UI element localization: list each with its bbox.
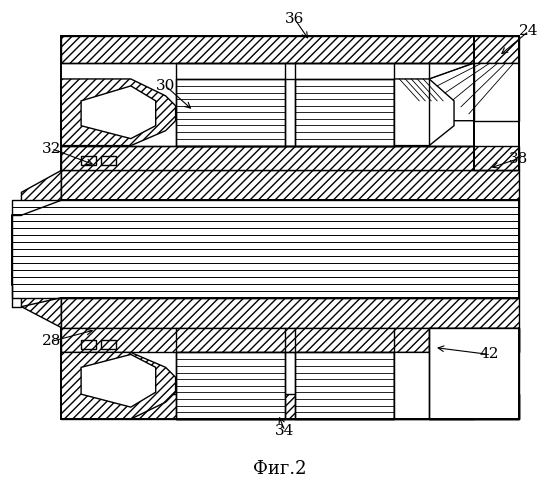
Polygon shape (81, 156, 96, 166)
Text: 32: 32 (41, 142, 61, 156)
Text: 36: 36 (285, 12, 305, 26)
Polygon shape (429, 328, 519, 419)
Polygon shape (61, 36, 519, 63)
Polygon shape (429, 328, 519, 352)
Polygon shape (295, 352, 394, 419)
Text: 30: 30 (156, 79, 175, 93)
Text: 34: 34 (276, 424, 295, 438)
Polygon shape (101, 156, 116, 166)
Polygon shape (295, 79, 394, 146)
Text: 38: 38 (509, 152, 528, 166)
Polygon shape (61, 79, 176, 146)
Text: 24: 24 (519, 24, 538, 38)
Polygon shape (176, 352, 285, 419)
Polygon shape (176, 79, 285, 146)
Polygon shape (12, 215, 21, 285)
Polygon shape (61, 170, 519, 200)
Polygon shape (81, 340, 96, 349)
Polygon shape (474, 63, 519, 120)
Polygon shape (61, 352, 176, 419)
Polygon shape (12, 200, 519, 298)
Polygon shape (81, 86, 156, 139)
Polygon shape (101, 340, 116, 349)
Text: 28: 28 (41, 334, 61, 348)
Polygon shape (429, 63, 474, 120)
Polygon shape (394, 352, 454, 419)
Polygon shape (61, 328, 519, 352)
Polygon shape (61, 394, 519, 419)
Polygon shape (81, 354, 156, 407)
Polygon shape (429, 394, 519, 419)
Text: Фиг.2: Фиг.2 (253, 460, 307, 478)
Polygon shape (61, 146, 519, 171)
Polygon shape (394, 79, 454, 146)
Text: 42: 42 (479, 348, 498, 362)
Polygon shape (61, 298, 519, 328)
Polygon shape (21, 285, 61, 328)
Polygon shape (21, 170, 61, 215)
